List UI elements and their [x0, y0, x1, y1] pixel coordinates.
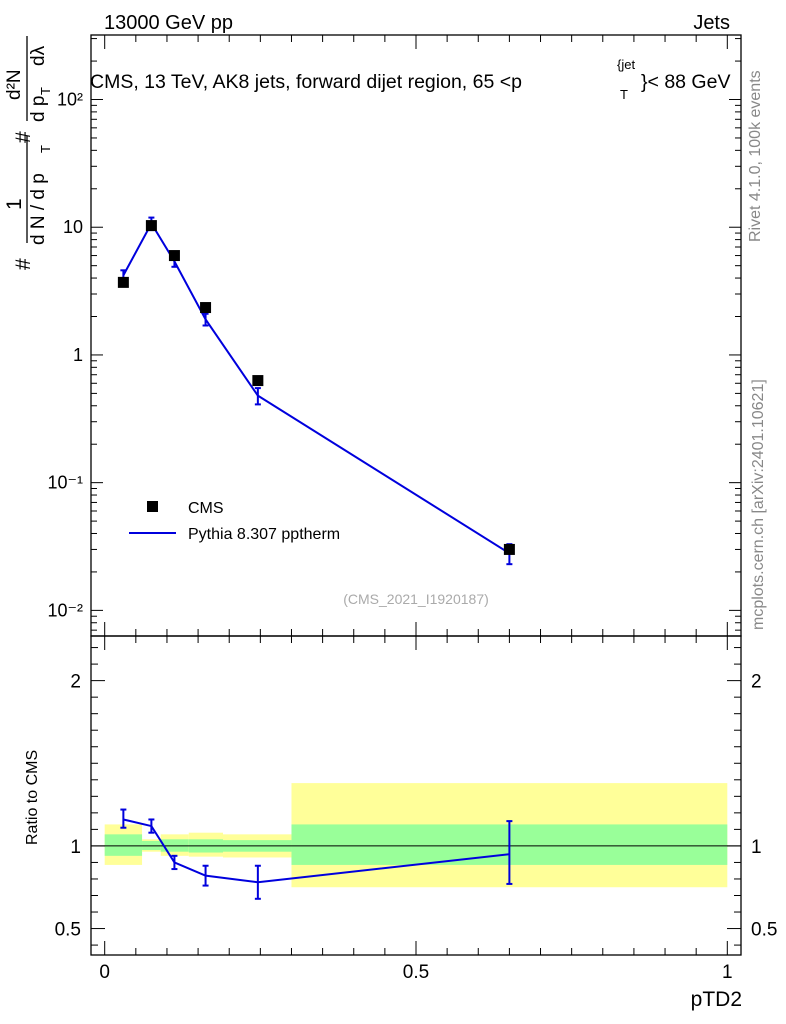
- ylabel-hash-2: #: [12, 131, 35, 143]
- cms-data-point: [200, 302, 212, 314]
- ylabel-sub-t-1: T: [38, 145, 53, 153]
- main-y-tick-label: 10⁻¹: [47, 473, 83, 493]
- main-y-tick-label: 10²: [57, 90, 83, 110]
- legend: CMS Pythia 8.307 pptherm: [129, 500, 340, 543]
- rivet-label: Rivet 4.1.0, 100k events: [747, 70, 764, 242]
- ylabel-d2n: d²N: [4, 69, 25, 100]
- ratio-y-tick-label-left: 0.5: [55, 920, 81, 941]
- cms-data-point: [117, 276, 129, 288]
- ratio-ylabel: Ratio to CMS: [24, 750, 41, 845]
- main-plot-frame: 10⁻² 10⁻¹ 1 10 10²: [47, 34, 742, 637]
- main-y-tick-label: 10⁻²: [47, 600, 83, 620]
- cms-data-point: [145, 220, 157, 232]
- main-ylabel: # 1 d N / d p T # d²N d p T dλ: [3, 36, 53, 270]
- ratio-y-tick-label-right: 0.5: [751, 920, 777, 941]
- ratio-plot-frame: 0.5 0.5 1 1 2 2 0 0.5 1: [55, 635, 777, 983]
- cms-data-point: [168, 250, 180, 262]
- ylabel-sub-t-2: T: [38, 87, 53, 95]
- legend-pythia-label: Pythia 8.307 pptherm: [188, 526, 340, 543]
- ratio-y-tick-label-right: 2: [751, 672, 762, 693]
- ratio-y-tick-label-left: 2: [70, 672, 81, 693]
- mc-series-line: [122, 221, 510, 555]
- main-plot-border: [90, 34, 742, 637]
- ylabel-dpt: d p: [28, 96, 49, 122]
- ylabel-denominator: d N / d p: [28, 173, 49, 245]
- plot-title: CMS, 13 TeV, AK8 jets, forward dijet reg…: [90, 57, 730, 102]
- main-y-tick-label: 1: [73, 345, 83, 365]
- analysis-watermark: (CMS_2021_I1920187): [343, 591, 489, 607]
- main-plot-data: [117, 216, 515, 566]
- header-left: 13000 GeV pp: [104, 12, 233, 34]
- ylabel-one: 1: [3, 198, 26, 210]
- ratio-y-tick-label-left: 1: [70, 837, 81, 858]
- ylabel-dlambda: dλ: [28, 45, 49, 66]
- legend-cms-label: CMS: [188, 500, 224, 517]
- cms-data-point: [252, 375, 264, 387]
- legend-cms-marker: [147, 501, 158, 512]
- ratio-plot-data: [120, 808, 513, 900]
- title-sup: {jet: [617, 57, 635, 72]
- x-tick-label: 0: [99, 962, 110, 983]
- ylabel-hash-1: #: [12, 258, 35, 270]
- ratio-series-line: [123, 818, 510, 884]
- header-right: Jets: [693, 12, 730, 34]
- cms-data-point: [503, 543, 515, 555]
- x-tick-label: 0.5: [403, 962, 429, 983]
- title-main: CMS, 13 TeV, AK8 jets, forward dijet reg…: [90, 71, 522, 93]
- x-tick-label: 1: [722, 962, 733, 983]
- main-y-tick-label: 10: [63, 217, 83, 237]
- title-sub: T: [620, 87, 628, 102]
- ratio-band-inner: [104, 834, 143, 856]
- title-tail: }< 88 GeV: [641, 71, 730, 93]
- ratio-y-tick-label-right: 1: [751, 837, 762, 858]
- x-axis-label: pTD2: [691, 988, 742, 1011]
- mcplots-label: mcplots.cern.ch [arXiv:2401.10621]: [750, 379, 767, 630]
